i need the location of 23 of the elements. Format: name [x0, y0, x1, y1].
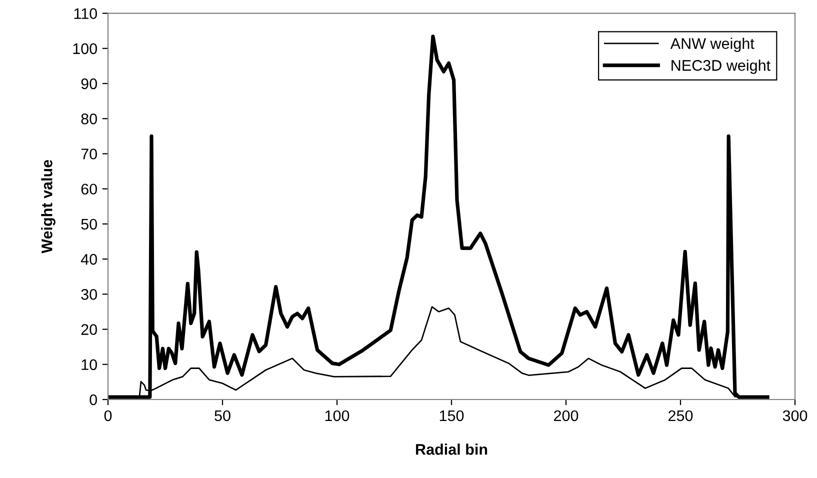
y-tick-label: 40: [80, 254, 97, 265]
x-tick-label: 250: [668, 410, 693, 422]
y-tick-label: 70: [81, 148, 97, 160]
y-tick-label: 110: [74, 8, 97, 19]
y-tick-label: 20: [81, 324, 97, 335]
y-axis-title: Weight value: [41, 160, 56, 254]
y-tick-label: 90: [81, 78, 97, 90]
x-axis-title: Radial bin: [416, 444, 488, 455]
y-tick-label: 50: [81, 218, 97, 230]
y-tick-label: 60: [81, 184, 97, 195]
x-tick-label: 150: [440, 410, 464, 422]
y-tick-label: 10: [82, 359, 97, 370]
x-tick-label: 300: [782, 410, 808, 422]
y-tick-label: 30: [81, 289, 97, 300]
y-tick-label: 80: [81, 113, 97, 124]
x-tick-label: 200: [554, 410, 578, 422]
legend-label: NEC3D weight: [672, 60, 770, 74]
x-tick-label: 100: [325, 410, 350, 422]
legend-label: ANW weight: [670, 38, 754, 52]
x-tick-label: 0: [104, 410, 112, 422]
x-tick-label: 50: [214, 410, 230, 422]
y-tick-label: 0: [90, 394, 97, 406]
y-tick-label: 100: [73, 43, 97, 54]
